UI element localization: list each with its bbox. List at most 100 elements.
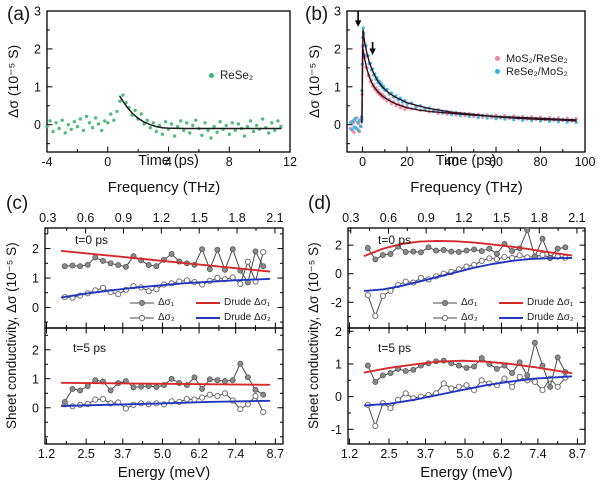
- tick-label: 2: [335, 325, 342, 339]
- panel-c-legend: Δσ₁ Drude Δσ₁ Δσ₂ Drude Δσ₂: [130, 295, 296, 325]
- tick-label: 80: [534, 155, 548, 169]
- tick-label: 1: [335, 357, 342, 371]
- legend-label: ReSe₂/MoS₂: [506, 65, 568, 78]
- legend-label: MoS₂/ReSe₂: [506, 52, 568, 65]
- legend-label: Drude Δσ₂: [527, 312, 574, 323]
- panel-d-t0-label: t=0 ps: [378, 233, 412, 247]
- panel-c-top-axis-title: Frequency (THz): [107, 179, 221, 196]
- panel-d-x-axis-title: Energy (meV): [420, 464, 513, 481]
- tick-label: -2: [331, 296, 342, 310]
- legend-label: Drude Δσ₁: [527, 297, 574, 308]
- tick-label: 2.5: [77, 447, 94, 461]
- tick-label: -4: [41, 155, 52, 169]
- cyan-dot-icon: [495, 69, 500, 74]
- legend-item-sigma2: Δσ₂: [433, 312, 499, 323]
- panel-b-label: (b): [305, 4, 329, 25]
- legend-item-mos2-rese2: MoS₂/ReSe₂: [495, 52, 568, 65]
- panel-c-y-axis-title: Sheet conductivity, Δσ (10⁻⁵ S): [4, 242, 19, 430]
- blue-line-icon: [196, 316, 220, 319]
- tick-label: 8.7: [267, 447, 284, 461]
- tick-label: 12: [283, 155, 297, 169]
- tick-label: 6.2: [190, 447, 207, 461]
- tick-label: 20: [400, 155, 414, 169]
- panel-a-label: (a): [7, 4, 31, 25]
- tick-label: 2.5: [380, 447, 397, 461]
- tick-label: 0: [335, 267, 342, 281]
- panel-b-y-axis-title: Δσ (10⁻⁵ S): [306, 44, 322, 119]
- panel-c-t5-label: t=5 ps: [73, 341, 107, 355]
- legend-item-rese2: ReSe₂: [209, 69, 253, 82]
- panel-d5-plot: -1 0 1 2 1.2 2.5 3.7 5.0 6.2 7.4 8.7: [331, 325, 586, 461]
- tick-label: 6.2: [493, 447, 510, 461]
- legend-label: Drude Δσ₂: [224, 312, 271, 323]
- tick-label: 0: [359, 155, 366, 169]
- panel-d-label: (d): [308, 193, 332, 214]
- legend-item-rese2-mos2: ReSe₂/MoS₂: [495, 65, 568, 78]
- tick-label: 60: [489, 155, 503, 169]
- panel-c-t0-label: t=0 ps: [75, 233, 109, 247]
- legend-item-drude-sigma2: Drude Δσ₂: [499, 312, 599, 323]
- tick-label: 0.6: [380, 211, 397, 225]
- legend-item-drude-sigma1: Drude Δσ₁: [196, 297, 296, 308]
- tick-label: 100: [575, 155, 596, 169]
- panel-c0-plot: 0 1 2 0.3 0.6 0.9 1.2 1.5 1.8 2.1: [32, 211, 284, 329]
- panel-b-legend: MoS₂/ReSe₂ ReSe₂/MoS₂: [495, 52, 568, 78]
- legend-label: Δσ₁: [461, 297, 478, 308]
- panel-c-x-axis-title: Energy (meV): [117, 464, 211, 481]
- tick-label: 8: [226, 155, 233, 169]
- panel-c5-plot: 0 1 2 1.2 2.5 3.7 5.0 6.2 7.4 8.7: [32, 327, 284, 461]
- open-marker-line-icon: [130, 314, 154, 321]
- tick-label: 3.7: [114, 447, 131, 461]
- down-arrow-icon: [369, 48, 376, 55]
- tick-label: 2: [334, 42, 341, 56]
- tick-label: 1: [32, 272, 39, 286]
- tick-label: 2: [335, 239, 342, 253]
- tick-label: 0.9: [417, 211, 434, 225]
- tick-label: 0.6: [77, 211, 94, 225]
- legend-label: ReSe₂: [220, 69, 254, 82]
- tick-label: 5.0: [456, 447, 473, 461]
- tick-label: 0: [32, 301, 39, 315]
- tick-label: 2.1: [568, 211, 585, 225]
- legend-label: Δσ₂: [158, 312, 175, 323]
- filled-marker-line-icon: [433, 299, 457, 306]
- tick-label: 0.3: [39, 211, 56, 225]
- tick-label: 1.2: [153, 211, 170, 225]
- panel-d-y-axis-title: Sheet conductivity, Δσ (10⁻⁵ S): [306, 242, 321, 430]
- tick-label: 5.0: [154, 447, 171, 461]
- panel-d-t5-label: t=5 ps: [378, 341, 412, 355]
- down-arrow-icon: [354, 20, 362, 27]
- tick-label: 0: [34, 118, 41, 132]
- tick-label: 1.2: [341, 447, 358, 461]
- tick-label: 1.2: [455, 211, 472, 225]
- filled-marker-line-icon: [130, 299, 154, 306]
- tick-label: 1: [334, 80, 341, 94]
- red-line-icon: [499, 301, 523, 304]
- tick-label: 0: [32, 401, 39, 415]
- panel-b-plot: 0 1 2 3 0 20 40 60 80 100: [334, 5, 595, 170]
- tick-label: 40: [445, 155, 459, 169]
- tick-label: 0: [104, 155, 111, 169]
- tick-label: 3: [334, 5, 341, 19]
- panel-a-y-axis-title: Δσ (10⁻⁵ S): [5, 44, 21, 119]
- tick-label: 0.9: [115, 211, 132, 225]
- legend-label: Δσ₁: [158, 297, 175, 308]
- blue-line-icon: [499, 316, 523, 319]
- panel-d-top-axis-title: Frequency (THz): [410, 179, 523, 196]
- pink-dot-icon: [495, 56, 500, 61]
- open-marker-line-icon: [433, 314, 457, 321]
- tick-label: -1: [331, 423, 342, 437]
- tick-label: 2.1: [266, 211, 283, 225]
- tick-label: 1.8: [228, 211, 245, 225]
- legend-item-sigma1: Δσ₁: [433, 297, 499, 308]
- legend-item-drude-sigma2: Drude Δσ₂: [196, 312, 296, 323]
- tick-label: 2: [32, 242, 39, 256]
- tick-label: 7.4: [227, 447, 244, 461]
- tick-label: 1.2: [38, 447, 55, 461]
- tick-label: 3.7: [417, 447, 434, 461]
- tick-label: 2: [32, 343, 39, 357]
- panel-d-legend: Δσ₁ Drude Δσ₁ Δσ₂ Drude Δσ₂: [433, 295, 599, 325]
